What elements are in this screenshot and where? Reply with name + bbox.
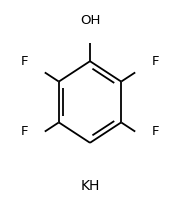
Text: F: F xyxy=(152,55,160,68)
Text: F: F xyxy=(20,125,28,138)
Text: KH: KH xyxy=(80,179,100,193)
Text: F: F xyxy=(20,55,28,68)
Text: OH: OH xyxy=(80,13,100,27)
Text: F: F xyxy=(152,125,160,138)
